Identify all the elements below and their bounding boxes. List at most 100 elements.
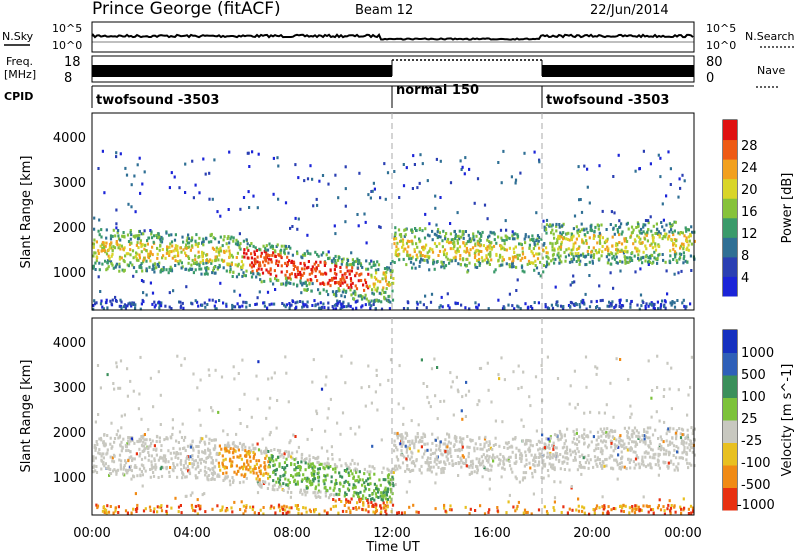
range-cell — [287, 450, 290, 454]
range-cell — [179, 452, 182, 456]
range-cell — [431, 250, 435, 254]
range-cell — [228, 270, 232, 274]
range-cell — [479, 366, 483, 370]
range-cell — [180, 436, 184, 439]
range-cell — [493, 456, 496, 460]
range-cell — [150, 230, 153, 234]
range-cell — [649, 162, 652, 166]
range-cell — [626, 448, 629, 452]
range-cell — [197, 242, 200, 245]
range-cell — [518, 448, 521, 452]
range-cell — [573, 280, 576, 284]
range-cell — [231, 476, 234, 479]
range-cell — [138, 392, 141, 396]
range-cell — [347, 304, 350, 308]
range-cell — [512, 247, 515, 251]
range-cell — [307, 265, 310, 269]
range-cell — [97, 275, 100, 279]
range-cell — [464, 263, 467, 267]
range-cell — [271, 247, 275, 250]
range-cell — [244, 274, 247, 278]
range-cell — [496, 509, 499, 513]
range-cell — [440, 471, 443, 475]
range-cell — [613, 211, 616, 215]
range-cell — [93, 238, 96, 242]
range-cell — [135, 243, 138, 247]
range-cell — [185, 285, 188, 289]
range-cell — [365, 284, 368, 288]
range-cell — [668, 453, 671, 457]
range-cell — [635, 443, 639, 446]
range-cell — [384, 274, 387, 278]
range-cell — [362, 494, 365, 498]
range-cell — [598, 458, 601, 461]
range-cell — [139, 307, 142, 311]
range-cell — [302, 304, 305, 308]
range-cell — [152, 471, 155, 474]
range-cell — [365, 259, 368, 263]
range-cell — [93, 251, 96, 255]
range-cell — [140, 417, 143, 421]
range-cell — [414, 435, 417, 439]
range-cell — [675, 456, 678, 460]
range-cell — [583, 428, 586, 432]
range-cell — [579, 259, 582, 263]
range-cell — [291, 456, 294, 460]
range-cell — [402, 184, 406, 188]
range-cell — [614, 458, 617, 462]
range-cell — [116, 468, 120, 472]
range-cell — [274, 511, 277, 515]
range-cell — [301, 273, 304, 277]
range-cell — [401, 435, 404, 439]
range-cell — [216, 210, 219, 214]
range-cell — [680, 507, 683, 511]
range-cell — [552, 447, 555, 451]
range-cell — [639, 440, 642, 444]
range-cell — [616, 477, 619, 481]
range-cell — [297, 508, 300, 511]
range-cell — [102, 443, 105, 447]
range-cell — [204, 449, 207, 453]
range-cell — [611, 300, 614, 304]
range-cell — [449, 232, 452, 236]
range-cell — [565, 248, 568, 252]
range-cell — [211, 271, 214, 275]
range-cell — [493, 270, 496, 274]
range-cell — [240, 500, 243, 504]
range-cell — [515, 289, 518, 292]
range-cell — [235, 464, 238, 468]
range-cell — [327, 281, 330, 285]
range-cell — [204, 460, 207, 464]
range-cell — [515, 477, 518, 481]
range-cell — [521, 439, 524, 443]
range-cell — [482, 453, 485, 457]
range-cell — [501, 259, 504, 263]
range-cell — [345, 265, 348, 269]
range-cell — [386, 267, 389, 271]
range-cell — [543, 264, 546, 267]
range-cell — [545, 251, 548, 255]
range-cell — [290, 455, 293, 459]
range-cell — [685, 452, 689, 456]
range-cell — [580, 222, 583, 226]
range-cell — [649, 426, 652, 430]
range-cell — [575, 508, 578, 512]
range-cell — [338, 493, 341, 496]
range-cell — [357, 279, 360, 283]
range-cell — [505, 511, 508, 515]
range-cell — [605, 457, 608, 461]
range-cell — [140, 244, 143, 248]
range-cell — [238, 441, 242, 445]
range-cell — [344, 220, 347, 224]
range-cell — [577, 234, 581, 238]
range-cell — [256, 255, 259, 259]
range-cell — [574, 442, 577, 446]
range-cell — [265, 259, 268, 263]
range-cell — [438, 305, 441, 309]
range-cell — [142, 440, 145, 444]
range-cell — [190, 239, 193, 243]
range-cell — [497, 298, 500, 302]
range-cell — [402, 422, 405, 426]
range-cell — [619, 434, 622, 438]
range-cell — [352, 476, 355, 480]
